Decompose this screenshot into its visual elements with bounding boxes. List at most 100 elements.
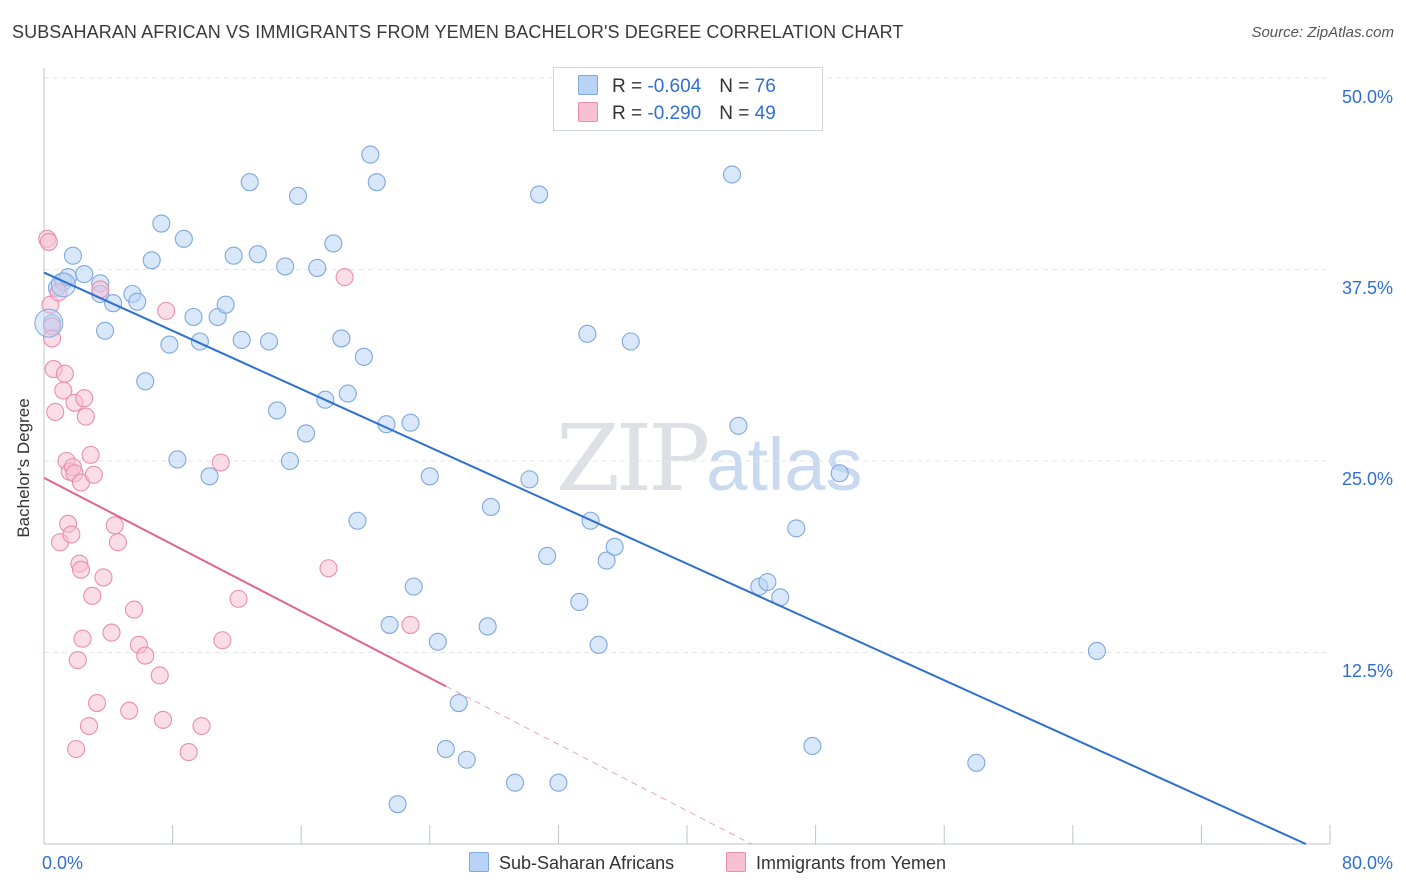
point-yemen bbox=[55, 364, 74, 383]
x-tick-label-max: 80.0% bbox=[1341, 853, 1393, 873]
stats-legend: R = -0.604 N = 76 R = -0.290 N = 49 bbox=[553, 67, 823, 131]
y-axis-label: Bachelor's Degree bbox=[14, 398, 33, 538]
point-yemen bbox=[150, 666, 169, 685]
point-subsaharan bbox=[96, 321, 115, 340]
legend-r-label: R = bbox=[612, 103, 648, 124]
point-yemen bbox=[81, 445, 100, 464]
bottom-legend-subsaharan: Sub-Saharan Africans bbox=[469, 852, 674, 874]
legend-n-label: N = bbox=[719, 103, 755, 124]
y-tick-label-12-5: 12.5% bbox=[1341, 661, 1393, 681]
bottom-legend-swatch-pink bbox=[726, 852, 746, 872]
point-subsaharan bbox=[388, 795, 407, 814]
point-subsaharan bbox=[259, 332, 279, 351]
legend-n-value: 49 bbox=[754, 103, 776, 124]
point-subsaharan bbox=[63, 246, 82, 265]
point-subsaharan bbox=[248, 245, 267, 264]
point-subsaharan bbox=[288, 186, 308, 206]
point-subsaharan bbox=[729, 416, 748, 435]
point-subsaharan bbox=[216, 295, 235, 314]
point-yemen bbox=[71, 560, 91, 579]
legend-n-label: N = bbox=[719, 76, 755, 97]
trend-line-yemen bbox=[43, 476, 447, 688]
bottom-legend-swatch-blue bbox=[469, 852, 489, 872]
point-subsaharan bbox=[597, 551, 616, 570]
point-subsaharan bbox=[152, 214, 171, 233]
point-subsaharan bbox=[570, 592, 589, 611]
legend-swatch-pink bbox=[578, 102, 598, 122]
point-subsaharan bbox=[354, 347, 373, 366]
point-subsaharan bbox=[276, 257, 295, 276]
point-yemen bbox=[83, 586, 102, 605]
point-yemen bbox=[105, 516, 124, 535]
point-subsaharan bbox=[75, 265, 94, 284]
point-subsaharan bbox=[830, 464, 849, 483]
point-yemen bbox=[108, 533, 127, 552]
point-subsaharan bbox=[128, 292, 147, 311]
legend-r-value: -0.604 bbox=[647, 76, 702, 97]
point-subsaharan bbox=[549, 773, 568, 792]
point-yemen bbox=[67, 739, 86, 759]
bottom-legend-label-subsaharan: Sub-Saharan Africans bbox=[499, 853, 675, 873]
trend-line-yemen-extension bbox=[445, 685, 752, 845]
point-subsaharan bbox=[174, 229, 193, 248]
point-subsaharan bbox=[338, 384, 357, 403]
legend-swatch-blue bbox=[578, 75, 598, 95]
point-subsaharan bbox=[478, 617, 497, 636]
point-subsaharan bbox=[296, 424, 316, 443]
point-yemen bbox=[157, 301, 176, 320]
point-yemen bbox=[75, 389, 94, 408]
point-subsaharan bbox=[324, 234, 343, 253]
point-subsaharan bbox=[332, 329, 351, 348]
watermark-atlas: atlas bbox=[706, 423, 863, 506]
point-subsaharan bbox=[967, 753, 986, 772]
point-yemen bbox=[79, 716, 99, 736]
point-subsaharan bbox=[621, 332, 640, 351]
point-subsaharan bbox=[200, 467, 219, 486]
point-subsaharan bbox=[224, 246, 243, 265]
point-subsaharan bbox=[168, 450, 187, 469]
point-subsaharan bbox=[184, 307, 203, 327]
point-yemen bbox=[68, 651, 87, 670]
point-subsaharan bbox=[404, 577, 423, 596]
point-subsaharan bbox=[758, 572, 777, 592]
point-yemen bbox=[46, 402, 65, 422]
point-yemen bbox=[42, 329, 62, 348]
point-yemen bbox=[153, 710, 173, 729]
point-subsaharan bbox=[481, 497, 500, 517]
point-subsaharan bbox=[136, 372, 155, 391]
point-yemen bbox=[136, 646, 155, 665]
point-yemen bbox=[401, 615, 420, 634]
point-subsaharan bbox=[232, 330, 251, 350]
legend-n-value: 76 bbox=[754, 76, 776, 97]
point-yemen bbox=[192, 716, 211, 736]
point-yemen bbox=[335, 268, 354, 287]
point-subsaharan bbox=[401, 413, 420, 432]
trend-line-subsaharan bbox=[43, 271, 1307, 845]
bottom-legend-label-yemen: Immigrants from Yemen bbox=[756, 853, 947, 873]
source-label: Source: ZipAtlas.com bbox=[1251, 24, 1394, 41]
point-subsaharan bbox=[538, 546, 557, 566]
point-subsaharan bbox=[268, 401, 287, 420]
point-subsaharan bbox=[589, 635, 608, 654]
point-yemen bbox=[102, 623, 121, 642]
point-yemen bbox=[84, 465, 103, 484]
point-subsaharan bbox=[380, 615, 399, 634]
point-subsaharan bbox=[530, 185, 549, 204]
point-yemen bbox=[211, 453, 230, 472]
point-subsaharan bbox=[428, 632, 447, 651]
point-yemen bbox=[76, 407, 95, 426]
point-subsaharan bbox=[722, 165, 742, 184]
x-tick-label-min: 0.0% bbox=[42, 853, 84, 873]
legend-r-value: -0.290 bbox=[647, 103, 702, 124]
chart-title: SUBSAHARAN AFRICAN VS IMMIGRANTS FROM YE… bbox=[12, 22, 904, 42]
y-tick-label-50: 50.0% bbox=[1341, 87, 1393, 107]
legend-row-subsaharan: R = -0.604 N = 76 bbox=[578, 75, 776, 99]
y-tick-label-37-5: 37.5% bbox=[1341, 278, 1393, 298]
point-yemen bbox=[124, 600, 144, 619]
point-yemen bbox=[39, 232, 58, 251]
legend-r-label: R = bbox=[612, 76, 648, 97]
point-subsaharan bbox=[280, 451, 299, 471]
point-yemen bbox=[73, 629, 92, 648]
point-subsaharan bbox=[1087, 641, 1106, 661]
